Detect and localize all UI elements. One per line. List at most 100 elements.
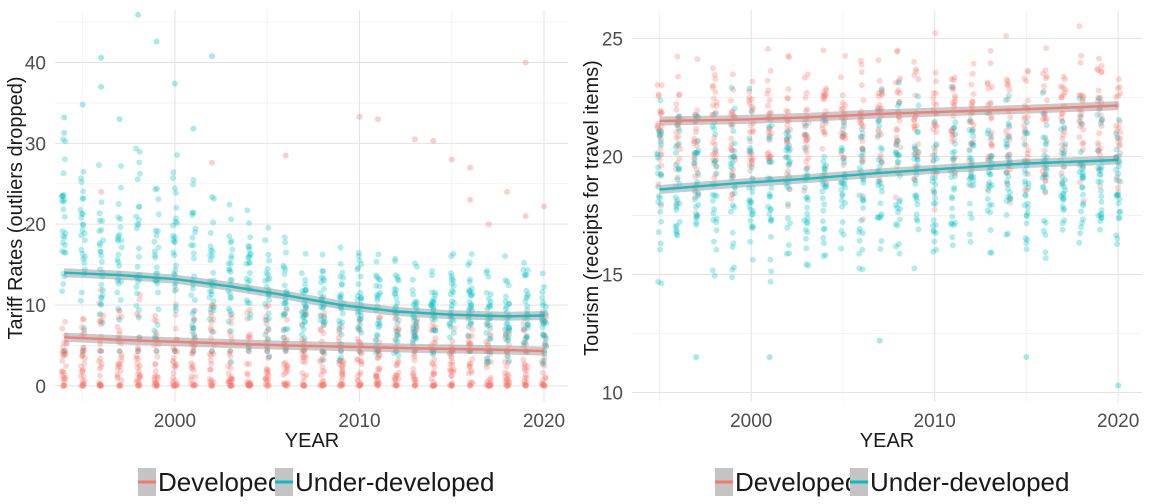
data-point [1096, 165, 1103, 172]
data-point [449, 361, 456, 368]
data-point [988, 115, 995, 122]
data-point [710, 102, 716, 109]
data-point [79, 353, 86, 360]
data-point [468, 332, 475, 339]
data-point [878, 146, 885, 153]
data-point [523, 333, 530, 340]
data-point [118, 354, 125, 361]
data-point [985, 127, 992, 134]
data-point [432, 327, 439, 334]
data-point [172, 362, 179, 369]
data-point [320, 322, 327, 329]
data-point [469, 326, 476, 333]
data-point [466, 287, 473, 294]
data-point [431, 363, 438, 370]
data-point [731, 140, 738, 147]
data-point [319, 268, 326, 275]
data-point [155, 374, 162, 381]
y-tick-label: 15 [602, 265, 623, 286]
data-point [503, 303, 510, 310]
data-point [410, 373, 417, 380]
data-point [61, 156, 68, 163]
data-point [896, 98, 903, 105]
data-point [191, 316, 197, 323]
data-point [100, 313, 107, 319]
data-point [228, 376, 235, 383]
data-point [540, 377, 546, 384]
data-point [949, 86, 956, 93]
data-point [282, 365, 288, 371]
right-grid [632, 10, 1142, 402]
data-point [448, 355, 455, 362]
data-point [206, 350, 213, 357]
data-point [860, 123, 867, 130]
data-point [1080, 126, 1087, 133]
data-point [394, 299, 401, 306]
data-point [713, 215, 720, 222]
data-point [190, 325, 197, 332]
data-point [377, 289, 384, 296]
data-point [1077, 149, 1084, 155]
data-point [967, 238, 974, 245]
data-point [913, 147, 920, 154]
data-point [117, 224, 124, 231]
data-point [878, 90, 885, 97]
data-point [207, 230, 214, 236]
data-point [506, 327, 513, 334]
data-point [1080, 175, 1086, 182]
data-point [225, 370, 232, 377]
data-point [524, 363, 531, 370]
data-point [99, 292, 106, 299]
data-point [59, 348, 65, 355]
data-point [729, 153, 736, 160]
data-point [483, 321, 490, 328]
data-point [265, 325, 272, 332]
data-point [134, 344, 141, 351]
data-point [729, 191, 736, 197]
data-point [299, 370, 306, 376]
data-point [245, 243, 252, 250]
data-point [746, 100, 753, 107]
data-point [729, 173, 736, 180]
trend-band [659, 155, 1119, 194]
data-point [228, 373, 235, 380]
data-point [657, 108, 664, 114]
data-point [227, 290, 234, 297]
data-point [672, 194, 679, 201]
data-point [171, 382, 178, 389]
data-point [1059, 118, 1066, 125]
data-point [911, 117, 918, 124]
data-point [264, 348, 271, 355]
data-point [966, 119, 973, 125]
data-point [892, 194, 899, 201]
data-point [984, 79, 991, 86]
data-point [767, 153, 774, 160]
data-point [951, 184, 958, 191]
data-point [115, 251, 122, 258]
x-tick-label: 2010 [338, 411, 380, 432]
data-point [336, 358, 343, 365]
data-point [339, 369, 346, 376]
data-point [968, 101, 975, 108]
data-point [79, 195, 86, 202]
data-point [412, 321, 419, 328]
data-point [984, 186, 991, 192]
data-point [803, 137, 810, 144]
data-point [430, 298, 437, 305]
data-point [822, 131, 828, 138]
data-point [192, 373, 199, 380]
data-point [77, 297, 84, 304]
data-point [732, 156, 739, 163]
outlier-point [208, 53, 215, 60]
data-point [914, 153, 921, 160]
data-point [988, 141, 995, 148]
data-point [693, 129, 699, 136]
data-point [468, 320, 475, 327]
left-legend: Developed Under-developed [138, 467, 494, 497]
data-point [1061, 76, 1068, 83]
data-point [246, 220, 253, 226]
data-point [412, 335, 419, 342]
data-point [226, 350, 233, 357]
data-point [1061, 89, 1068, 96]
data-point [502, 298, 509, 305]
